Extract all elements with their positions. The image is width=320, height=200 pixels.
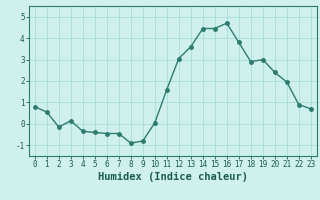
X-axis label: Humidex (Indice chaleur): Humidex (Indice chaleur) <box>98 172 248 182</box>
